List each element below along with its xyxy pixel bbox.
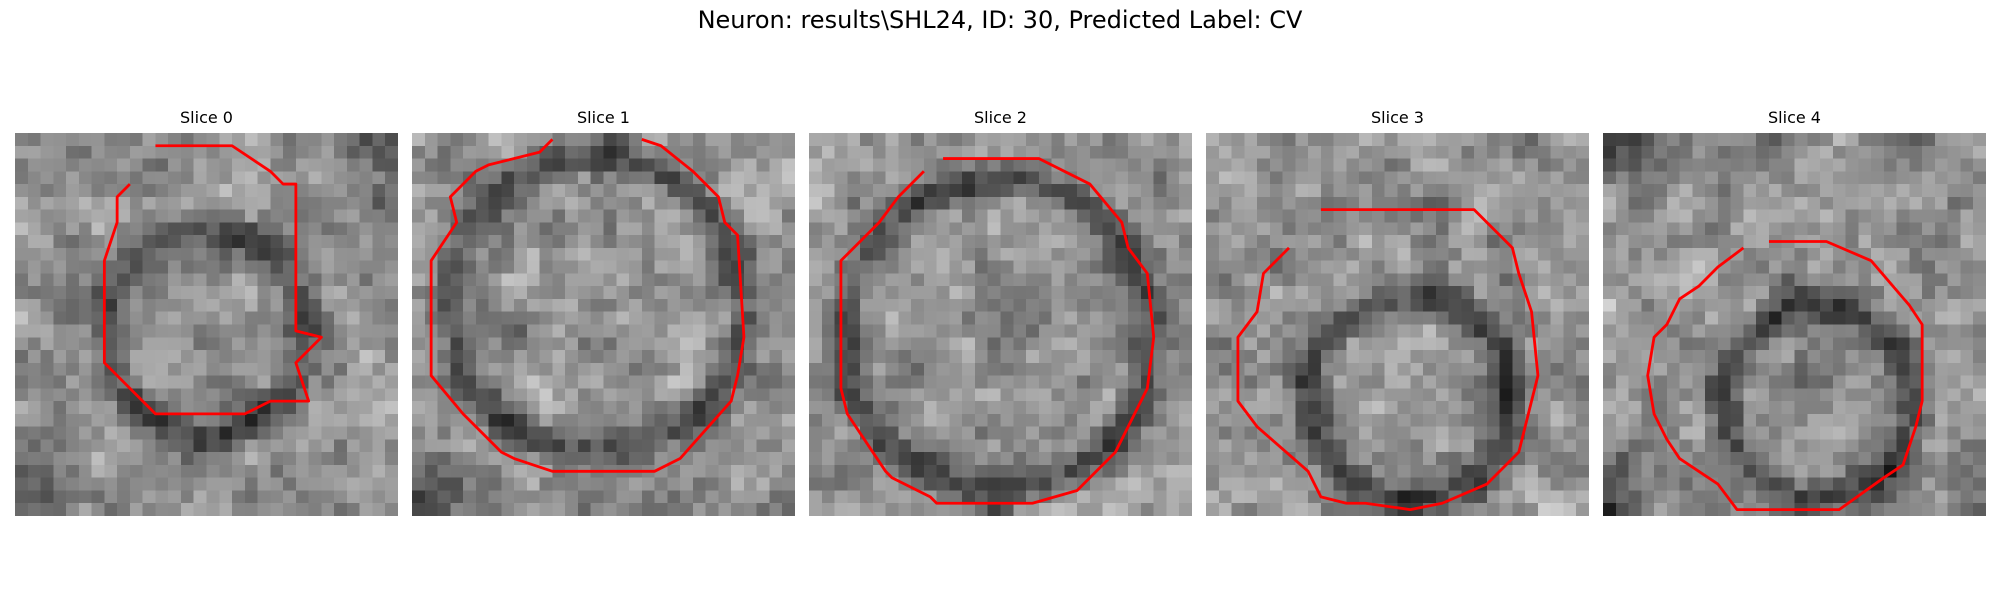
figure-title: Neuron: results\SHL24, ID: 30, Predicted… xyxy=(697,6,1303,34)
slice-panel-2: Slice 2 xyxy=(809,106,1192,516)
slice-4-image xyxy=(1603,133,1986,516)
slice-panel-3: Slice 3 xyxy=(1206,106,1589,516)
slice-1-title: Slice 1 xyxy=(577,108,630,127)
slice-3-title: Slice 3 xyxy=(1371,108,1424,127)
segmentation-contour xyxy=(102,144,323,416)
slice-panel-1: Slice 1 xyxy=(412,106,795,516)
slice-2-title: Slice 2 xyxy=(974,108,1027,127)
pixel-grid xyxy=(1206,133,1589,516)
slice-2-image xyxy=(809,133,1192,516)
pixel-grid xyxy=(412,133,795,516)
slice-panel-0: Slice 0 xyxy=(15,106,398,516)
slice-0-title: Slice 0 xyxy=(180,108,233,127)
pixel-grid xyxy=(15,133,398,516)
slice-3-image xyxy=(1206,133,1589,516)
pixel-grid xyxy=(809,133,1192,516)
slice-4-title: Slice 4 xyxy=(1768,108,1821,127)
segmentation-contour xyxy=(1646,240,1924,512)
segmentation-contour xyxy=(429,138,746,473)
slice-1-image xyxy=(412,133,795,516)
segmentation-contour xyxy=(1236,208,1540,512)
slice-panel-4: Slice 4 xyxy=(1603,106,1986,516)
segmentation-contour xyxy=(839,157,1156,505)
slice-0-image xyxy=(15,133,398,516)
pixel-grid xyxy=(1603,133,1986,516)
